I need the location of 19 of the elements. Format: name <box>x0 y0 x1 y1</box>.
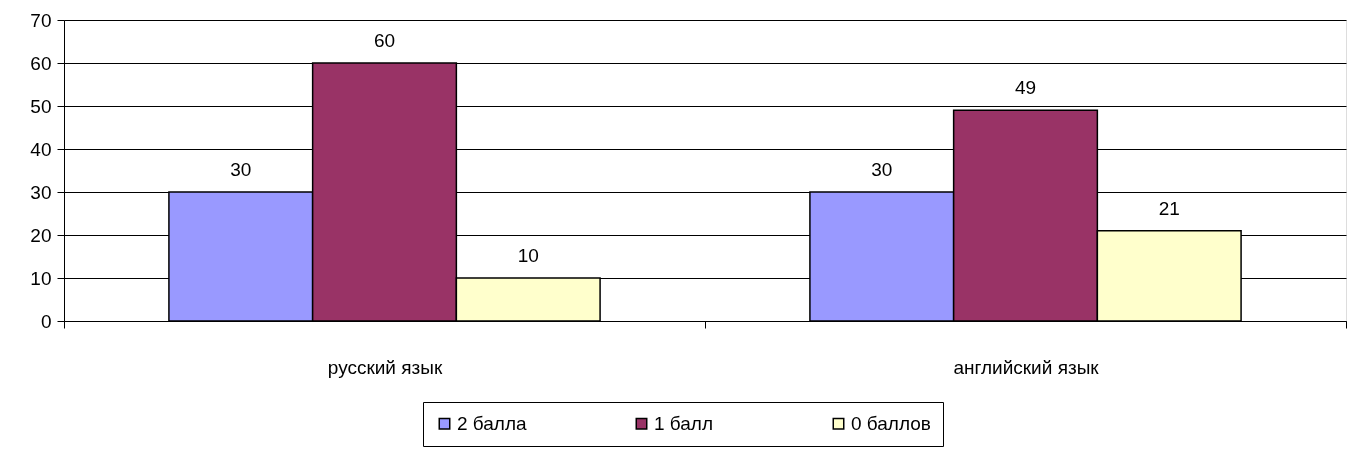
data-label: 49 <box>1014 77 1037 99</box>
y-tick-label: 0 <box>40 310 52 332</box>
legend-label: 1 балл <box>654 412 714 434</box>
x-tick-label: английский язык <box>953 356 1100 378</box>
y-tick-label: 40 <box>30 138 52 160</box>
y-tick-label: 20 <box>30 224 52 246</box>
y-tick-label: 50 <box>30 95 52 117</box>
legend-label: 0 баллов <box>851 412 931 434</box>
x-tick-label: русский язык <box>327 356 443 378</box>
y-tick-label: 70 <box>30 9 52 31</box>
data-label: 10 <box>517 245 539 266</box>
y-tick-label: 60 <box>30 52 52 74</box>
y-tick-label: 10 <box>30 267 52 289</box>
data-label: 21 <box>1158 197 1180 219</box>
y-tick-label: 30 <box>30 181 52 203</box>
legend-label: 2 балла <box>457 412 528 434</box>
data-label: 60 <box>373 30 396 51</box>
data-label: 30 <box>871 159 893 180</box>
data-label: 30 <box>230 159 252 180</box>
